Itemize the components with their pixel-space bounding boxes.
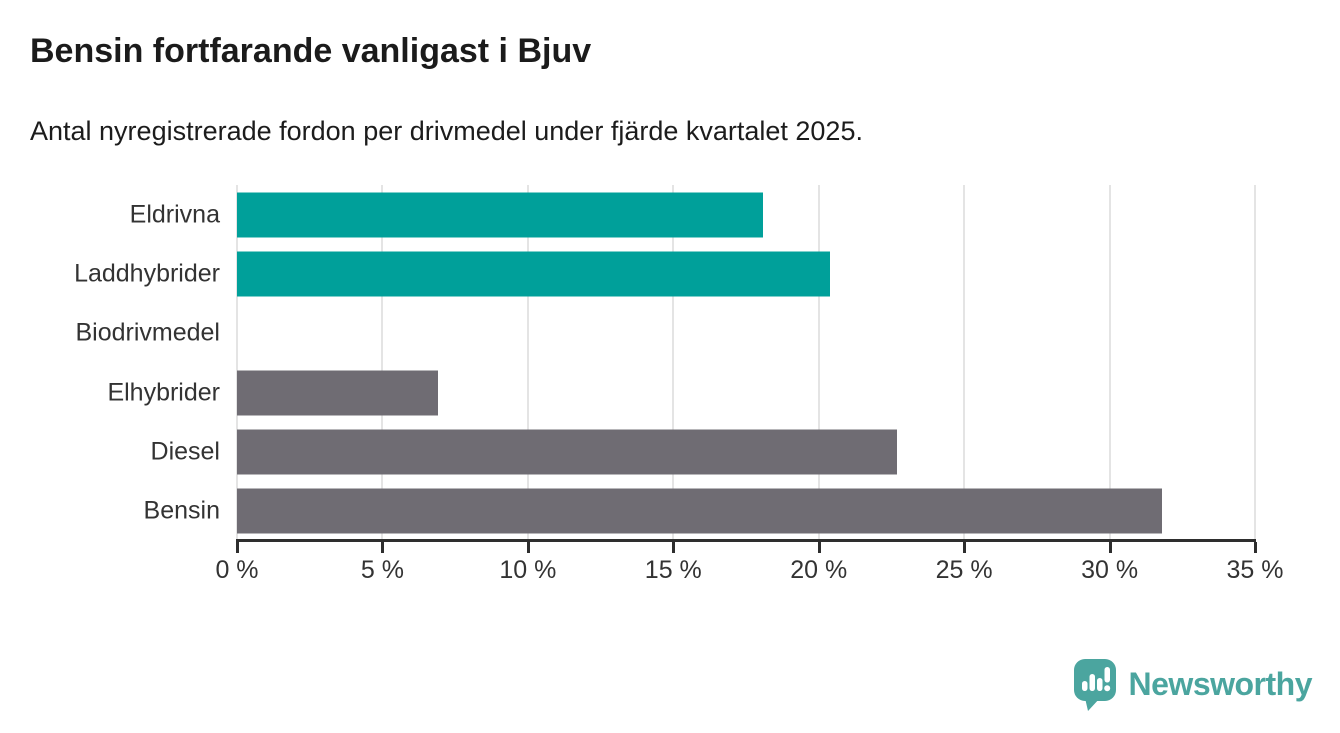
gridline <box>381 185 384 540</box>
x-axis-line <box>236 539 1256 542</box>
bar-elhybrider <box>237 370 438 416</box>
x-axis-ticks <box>236 185 1257 553</box>
gridline <box>672 185 675 540</box>
chart-row: Elhybrider <box>107 363 1255 422</box>
axis-tick <box>236 542 239 553</box>
axis-tick <box>1108 542 1112 553</box>
chart-rows: Eldrivna Laddhybrider Biodrivmedel Elhybrid… <box>74 185 1255 541</box>
axis-tick-label: 20 % <box>790 556 848 584</box>
chart-title: Bensin fortfarande vanligast i Bjuv <box>30 32 592 70</box>
axis-tick-label: 10 % <box>499 556 557 584</box>
bar-chart: Eldrivna Laddhybrider Biodrivmedel Elhybrid… <box>74 185 1283 584</box>
category-label: Elhybrider <box>107 378 220 407</box>
bar-eldrivna <box>237 192 764 238</box>
chart-row: Biodrivmedel <box>75 304 1255 363</box>
axis-tick-label: 35 % <box>1226 556 1284 584</box>
chart-row: Laddhybrider <box>74 244 1255 303</box>
axis-tick <box>526 542 530 553</box>
axis-tick-label: 0 % <box>215 556 259 584</box>
category-label: Biodrivmedel <box>75 318 220 347</box>
bar-bensin <box>237 488 1162 534</box>
bar-laddhybrider <box>237 251 831 297</box>
axis-tick <box>672 542 676 553</box>
axis-tick-label: 25 % <box>935 556 993 584</box>
chart-row: Bensin <box>144 482 1255 541</box>
axis-tick <box>963 542 967 553</box>
gridlines <box>236 185 1256 541</box>
chart-subtitle: Antal nyregistrerade fordon per drivmede… <box>30 116 863 146</box>
gridline <box>817 185 820 540</box>
category-label: Eldrivna <box>129 200 220 229</box>
gridline <box>1254 185 1256 540</box>
chart-row: Diesel <box>151 422 1255 481</box>
axis-tick <box>381 542 385 553</box>
gridline <box>526 185 529 540</box>
chart-row: Eldrivna <box>130 185 1255 244</box>
axis-tick <box>817 542 821 553</box>
newsworthy-chart-bubble-icon <box>1073 659 1116 711</box>
newsworthy-logo-text: Newsworthy <box>1128 666 1313 702</box>
category-label: Laddhybrider <box>74 259 220 288</box>
category-label: Diesel <box>150 437 220 466</box>
bar-diesel <box>237 429 898 475</box>
axis-tick-label: 5 % <box>360 556 404 584</box>
newsworthy-logo: Newsworthy <box>1072 658 1313 711</box>
gridline <box>963 185 966 540</box>
axis-tick <box>1254 542 1257 553</box>
category-label: Bensin <box>143 496 220 525</box>
x-axis-tick-labels: 0 % 5 % 10 % 15 % 20 % 25 % 30 % 35 % <box>215 185 1283 584</box>
axis-tick-label: 15 % <box>644 556 702 584</box>
gridline <box>1108 185 1111 540</box>
gridline <box>236 185 238 540</box>
axis-tick-label: 30 % <box>1081 556 1139 584</box>
